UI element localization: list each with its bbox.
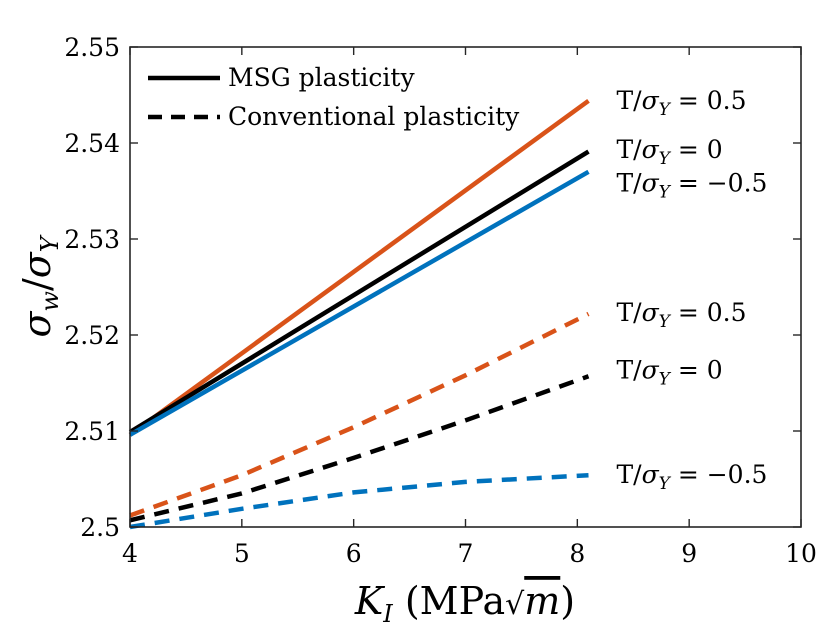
series-line-2	[128, 169, 590, 437]
x-tick-label: 8	[569, 539, 585, 568]
y-tick-label: 2.51	[64, 417, 120, 446]
y-tick-label: 2.5	[80, 513, 120, 542]
x-axis-label: KI (MPa√m)	[354, 579, 575, 628]
series-layer	[128, 98, 590, 530]
y-tick-label: 2.54	[64, 129, 120, 158]
y-tick-label: 2.53	[64, 225, 120, 254]
series-annotation: T/σY = 0	[616, 135, 722, 169]
x-tick-label: 4	[122, 539, 138, 568]
series-annotation: T/σY = −0.5	[616, 168, 767, 202]
series-line-1	[128, 149, 590, 434]
legend-label-conventional: Conventional plasticity	[228, 102, 520, 131]
series-line-0	[128, 98, 590, 437]
series-line-4	[129, 374, 590, 523]
x-tick-label: 9	[681, 539, 697, 568]
series-annotation: T/σY = 0	[616, 356, 722, 390]
annotation-layer: T/σY = 0.5T/σY = 0T/σY = −0.5T/σY = 0.5T…	[616, 86, 767, 494]
series-annotation: T/σY = 0.5	[616, 298, 746, 332]
series-line-3	[129, 311, 590, 518]
x-tick-label: 7	[458, 539, 474, 568]
legend-label-msg: MSG plasticity	[228, 63, 415, 92]
x-tick-label: 10	[785, 539, 817, 568]
series-annotation: T/σY = 0.5	[616, 86, 746, 120]
y-tick-label: 2.55	[64, 33, 120, 62]
series-line-5	[129, 472, 589, 530]
y-tick-label: 2.52	[64, 321, 120, 350]
y-axis-label: σw/σY	[15, 234, 64, 337]
series-annotation: T/σY = −0.5	[616, 460, 767, 494]
legend: MSG plasticity Conventional plasticity	[148, 63, 520, 131]
x-tick-label: 5	[234, 539, 250, 568]
ticks-layer: 4 5 6 7 8 9 10 2.5 2.51 2.52 2.53 2.54 2.55	[64, 33, 817, 568]
x-tick-label: 6	[346, 539, 362, 568]
